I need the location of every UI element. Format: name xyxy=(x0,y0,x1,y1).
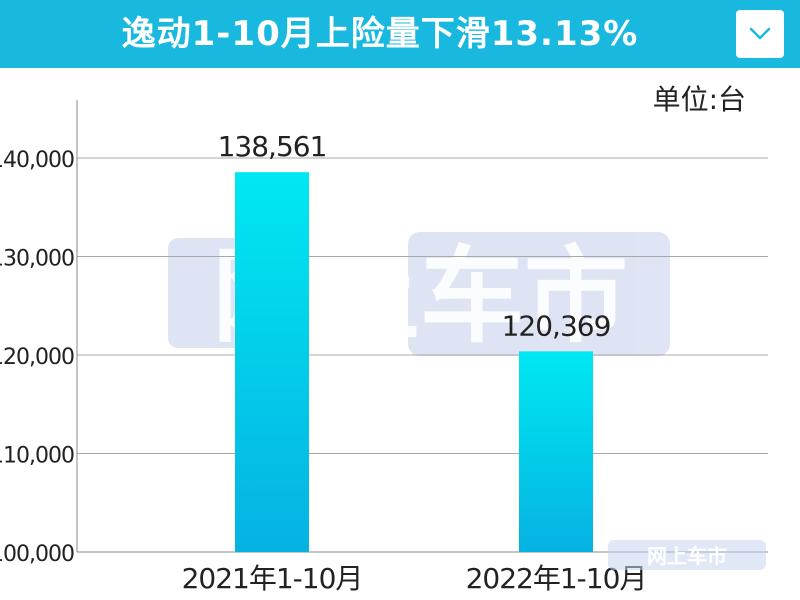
y-tick-label: 110,000 xyxy=(0,444,74,469)
y-tick-label: 130,000 xyxy=(0,247,74,272)
dropdown-button[interactable] xyxy=(736,10,784,58)
y-axis-ticks: 100,000 110,000 120,000 130,000 140,000 xyxy=(0,148,75,567)
value-label: 120,369 xyxy=(502,309,611,342)
x-axis-labels: 2021年1-10月 2022年1-10月 xyxy=(182,562,648,595)
bars xyxy=(235,172,593,553)
x-tick-label: 2021年1-10月 xyxy=(182,562,363,595)
y-tick-label: 120,000 xyxy=(0,345,74,370)
grid-lines xyxy=(77,157,768,454)
unit-label: 单位:台 xyxy=(652,83,746,116)
chevron-down-icon xyxy=(749,27,771,40)
bar xyxy=(519,351,593,552)
value-labels: 138,561 120,369 xyxy=(218,130,612,342)
y-tick-label: 140,000 xyxy=(0,148,74,173)
value-label: 138,561 xyxy=(218,130,327,163)
page-title: 逸动1-10月上险量下滑13.13% xyxy=(121,14,639,54)
footer-watermark: 网上车市 xyxy=(608,540,766,570)
y-tick-label: 100,000 xyxy=(0,542,74,567)
bar xyxy=(235,172,309,553)
header-bar: 逸动1-10月上险量下滑13.13% xyxy=(0,0,800,68)
footer-watermark-text: 网上车市 xyxy=(647,544,727,568)
